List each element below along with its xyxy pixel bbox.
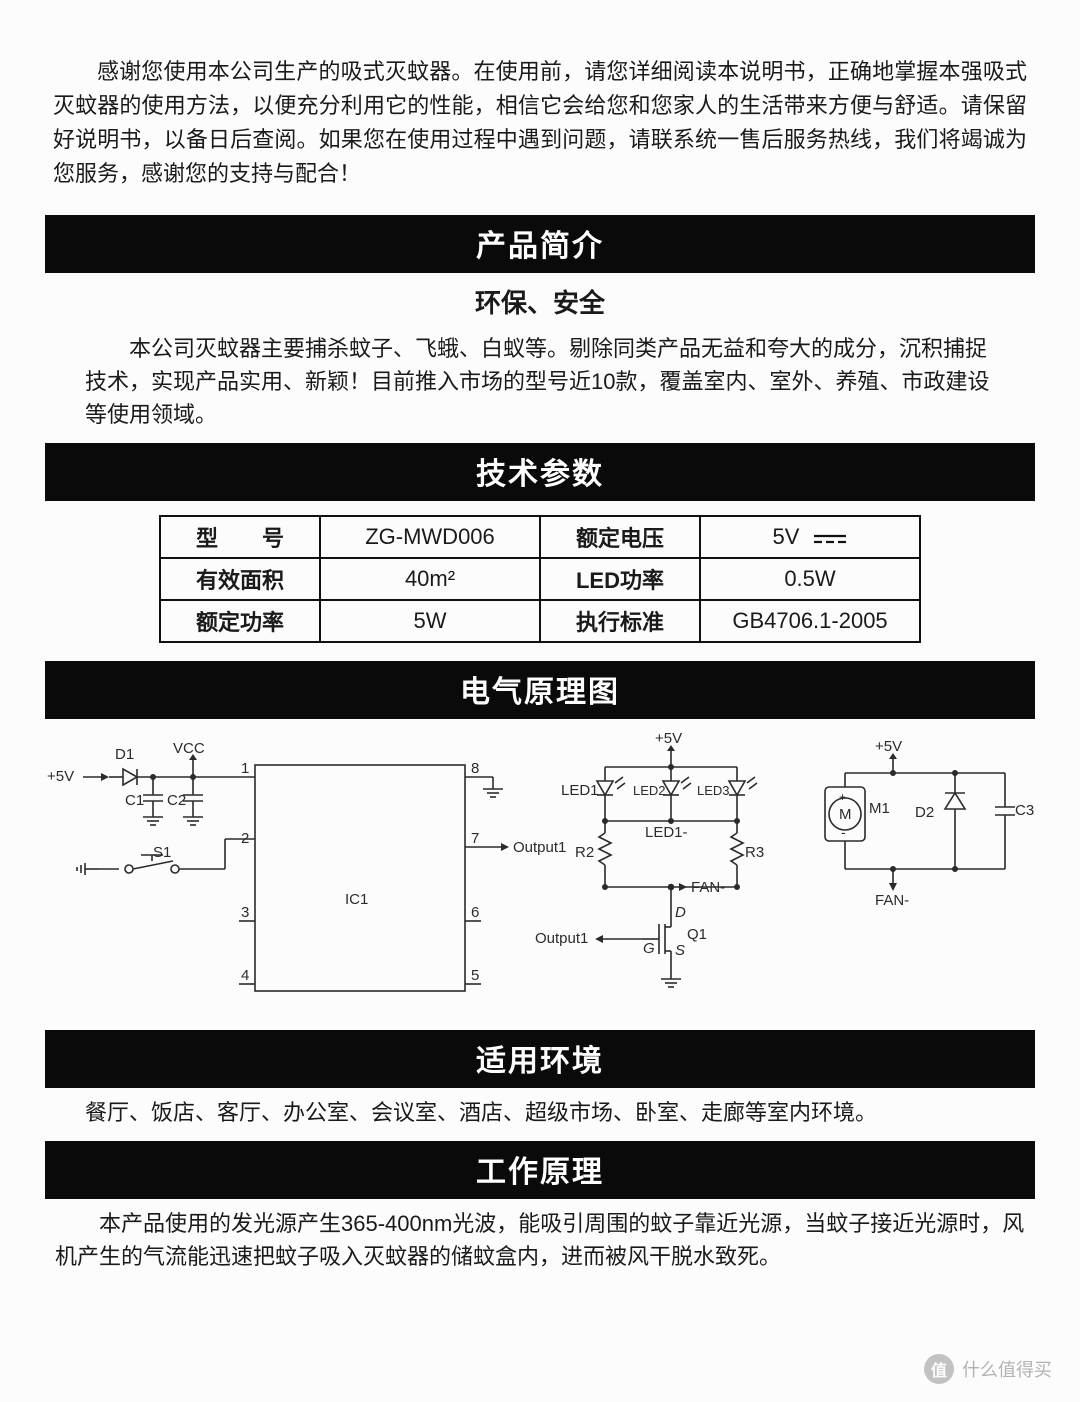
- label-s1: S1: [153, 844, 171, 861]
- label-m1: M1: [869, 800, 890, 817]
- label-d2: D2: [915, 804, 934, 821]
- pin-8: 8: [471, 760, 479, 777]
- section-header-circuit: 电气原理图: [45, 661, 1035, 719]
- label-plus5v-mid: +5V: [655, 730, 682, 747]
- label-m-letter: M: [839, 806, 852, 823]
- pin-5: 5: [471, 967, 479, 984]
- spec-value: 0.5W: [700, 558, 920, 600]
- product-intro-body: 本公司灭蚊器主要捕杀蚊子、飞蛾、白蚁等。剔除同类产品无益和夸大的成分，沉积捕捉技…: [45, 332, 1035, 431]
- label-c3: C3: [1015, 802, 1034, 819]
- intro-paragraph: 感谢您使用本公司生产的吸式灭蚊器。在使用前，请您详细阅读本说明书，正确地掌握本强…: [45, 55, 1035, 191]
- label-vcc: VCC: [173, 740, 205, 757]
- pin-3: 3: [241, 904, 249, 921]
- label-q1: Q1: [687, 926, 707, 943]
- spec-value: GB4706.1-2005: [700, 600, 920, 642]
- label-output1-in: Output1: [535, 930, 588, 947]
- spec-label: LED功率: [540, 558, 700, 600]
- label-output1: Output1: [513, 839, 566, 856]
- label-r2: R2: [575, 844, 594, 861]
- pin-7: 7: [471, 830, 479, 847]
- spec-label: 额定电压: [540, 516, 700, 558]
- rated-voltage-value: 5V: [772, 524, 799, 549]
- label-led3: LED3: [697, 783, 730, 798]
- table-row: 额定功率 5W 执行标准 GB4706.1-2005: [160, 600, 920, 642]
- environment-body: 餐厅、饭店、客厅、办公室、会议室、酒店、超级市场、卧室、走廊等室内环境。: [45, 1096, 1035, 1129]
- spec-label: 有效面积: [160, 558, 320, 600]
- product-intro-subtitle: 环保、安全: [45, 283, 1035, 320]
- pin-2: 2: [241, 830, 249, 847]
- label-led2: LED2: [633, 783, 666, 798]
- label-plus5v-r: +5V: [875, 738, 902, 755]
- label-fanminus: FAN-: [691, 879, 725, 896]
- watermark-badge-icon: 值: [924, 1354, 954, 1384]
- spec-value: 40m²: [320, 558, 540, 600]
- dc-symbol-icon: [812, 532, 848, 546]
- table-row: 型 号 ZG-MWD006 额定电压 5V: [160, 516, 920, 558]
- label-s: S: [675, 942, 685, 959]
- principle-body: 本产品使用的发光源产生365-400nm光波，能吸引周围的蚊子靠近光源，当蚊子接…: [45, 1207, 1035, 1273]
- label-d: D: [675, 904, 686, 921]
- label-led1minus: LED1-: [645, 824, 688, 841]
- section-header-principle: 工作原理: [45, 1141, 1035, 1199]
- spec-label: 额定功率: [160, 600, 320, 642]
- svg-text:-: -: [841, 824, 846, 840]
- label-r3: R3: [745, 844, 764, 861]
- label-plus5v: +5V: [47, 768, 74, 785]
- section-header-product-intro: 产品简介: [45, 215, 1035, 273]
- watermark-text: 什么值得买: [962, 1356, 1052, 1382]
- pin-1: 1: [241, 760, 249, 777]
- spec-label: 型 号: [160, 516, 320, 558]
- label-c1: C1: [125, 792, 144, 809]
- spec-value: ZG-MWD006: [320, 516, 540, 558]
- pin-6: 6: [471, 904, 479, 921]
- section-header-specs: 技术参数: [45, 443, 1035, 501]
- label-d1: D1: [115, 746, 134, 763]
- spec-label: 执行标准: [540, 600, 700, 642]
- label-ic1: IC1: [345, 891, 368, 908]
- label-c2: C2: [167, 792, 186, 809]
- spec-value: 5W: [320, 600, 540, 642]
- label-fanminus-r: FAN-: [875, 892, 909, 909]
- circuit-diagram: +5V D1 VCC C1 C2 S1 IC1 1 2 3 4 8 7 Ou: [45, 729, 1035, 1024]
- label-g: G: [643, 940, 655, 957]
- watermark: 值 什么值得买: [924, 1354, 1052, 1384]
- svg-text:+: +: [839, 790, 846, 804]
- specs-table: 型 号 ZG-MWD006 额定电压 5V 有效面积 40m² LED功率 0.…: [159, 515, 921, 643]
- label-led1: LED1: [561, 782, 599, 799]
- section-header-environment: 适用环境: [45, 1030, 1035, 1088]
- spec-value: 5V: [700, 516, 920, 558]
- table-row: 有效面积 40m² LED功率 0.5W: [160, 558, 920, 600]
- pin-4: 4: [241, 967, 249, 984]
